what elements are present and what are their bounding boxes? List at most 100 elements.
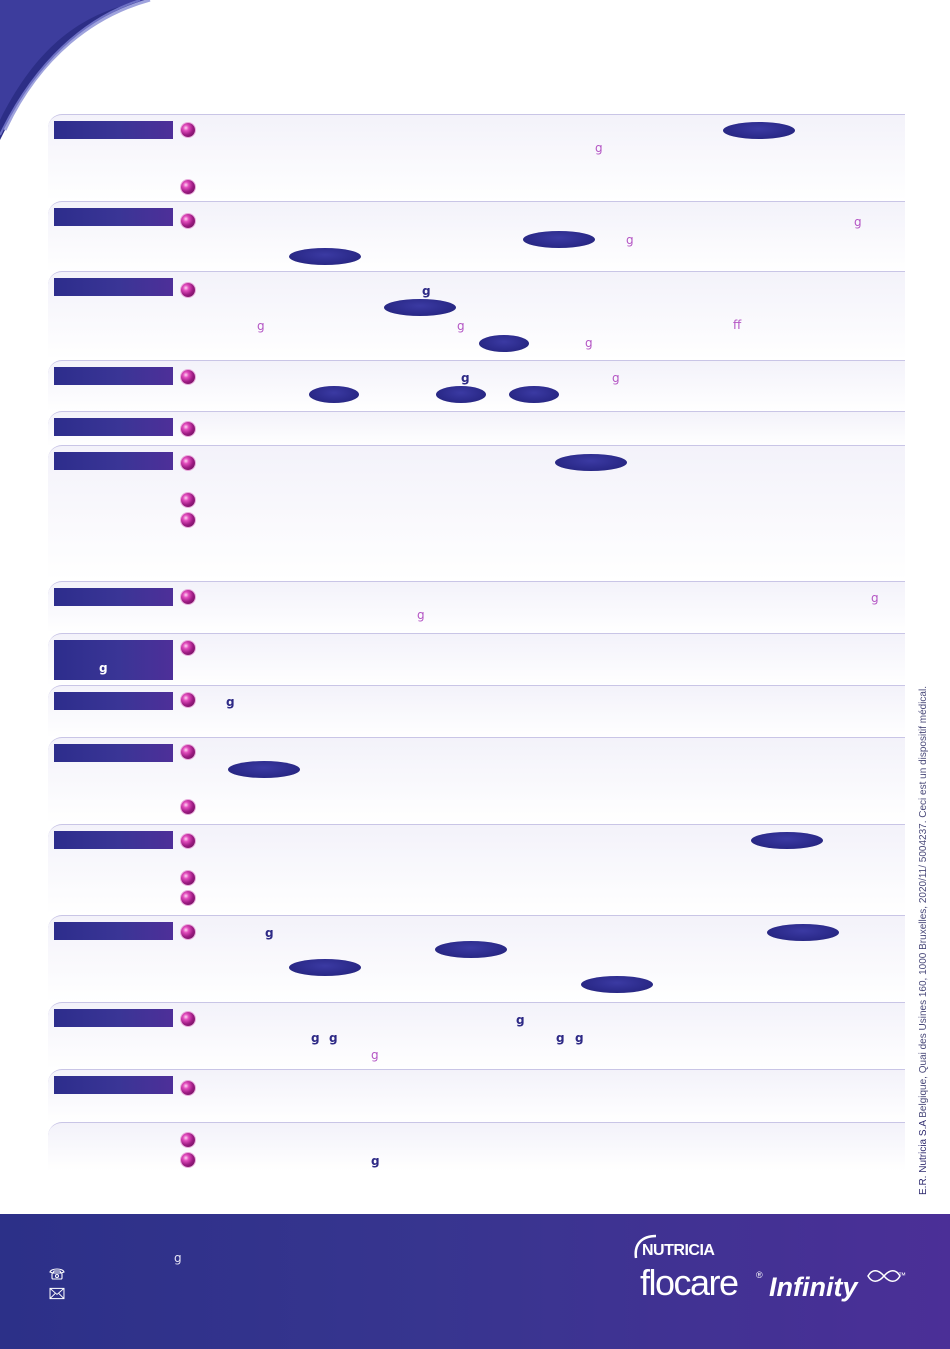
redacted-pill <box>289 959 361 976</box>
bullet-icon <box>181 422 195 436</box>
glyph-text: g <box>265 926 274 940</box>
section-label-box <box>54 692 173 710</box>
section-label-box <box>54 1076 173 1094</box>
section-4 <box>48 360 905 411</box>
glyph-text: g <box>585 336 593 350</box>
redacted-pill <box>581 976 653 993</box>
section-label-box <box>54 831 173 849</box>
section-8 <box>48 633 905 686</box>
bullet-icon <box>181 745 195 759</box>
glyph-text: g <box>174 1251 182 1265</box>
section-label-box <box>54 208 173 226</box>
redacted-pill <box>309 386 359 403</box>
section-2 <box>48 201 905 272</box>
redacted-pill <box>767 924 839 941</box>
section-10 <box>48 737 905 824</box>
bullet-icon <box>181 834 195 848</box>
bullet-icon <box>181 1153 195 1167</box>
section-13 <box>48 1002 905 1069</box>
bullet-icon <box>181 1133 195 1147</box>
redacted-pill <box>436 386 486 403</box>
bullet-icon <box>181 493 195 507</box>
section-3 <box>48 271 905 360</box>
glyph-text: ff <box>733 318 742 332</box>
infinity-swoosh-icon <box>867 1270 901 1282</box>
corner-swoosh-decoration <box>0 0 151 140</box>
glyph-text: g <box>422 284 431 298</box>
glyph-text: g <box>575 1031 584 1045</box>
glyph-text: g <box>457 319 465 333</box>
glyph-text: g <box>226 695 235 709</box>
section-label-box <box>54 1009 173 1027</box>
bullet-icon <box>181 1081 195 1095</box>
section-6 <box>48 445 905 581</box>
section-label-box <box>54 640 173 680</box>
infinity-logo-text: Infinity <box>769 1272 858 1302</box>
glyph-text: g <box>595 141 603 155</box>
glyph-text: g <box>311 1031 320 1045</box>
section-label-box <box>54 121 173 139</box>
redacted-pill <box>384 299 456 316</box>
redacted-pill <box>751 832 823 849</box>
redacted-pill <box>228 761 300 778</box>
bullet-icon <box>181 800 195 814</box>
section-15 <box>48 1122 905 1171</box>
phone-icon <box>49 1268 65 1280</box>
bullet-icon <box>181 590 195 604</box>
footer-band <box>0 1214 950 1349</box>
bullet-icon <box>181 370 195 384</box>
bullet-icon <box>181 1012 195 1026</box>
bullet-icon <box>181 456 195 470</box>
section-7 <box>48 581 905 633</box>
legal-note-vertical: E.R. Nutricia S.A Belgique, Quai des Usi… <box>918 686 929 1195</box>
redacted-pill <box>479 335 529 352</box>
legal-note-publisher: E.R. Nutricia S.A <box>918 1120 929 1195</box>
glyph-text: g <box>461 371 470 385</box>
bullet-icon <box>181 180 195 194</box>
redacted-pill <box>555 454 627 471</box>
glyph-text: g <box>371 1048 379 1062</box>
section-label-box <box>54 452 173 470</box>
redacted-pill <box>289 248 361 265</box>
section-label-box <box>54 922 173 940</box>
section-label-box <box>54 367 173 385</box>
section-label-box <box>54 278 173 296</box>
bullet-icon <box>181 871 195 885</box>
glyph-text: g <box>556 1031 565 1045</box>
glyph-text: g <box>612 371 620 385</box>
glyph-text: g <box>329 1031 338 1045</box>
trademark-mark: ™ <box>898 1271 906 1280</box>
redacted-pill <box>723 122 795 139</box>
nutricia-logo-text: NUTRICIA <box>642 1242 715 1259</box>
bullet-icon <box>181 641 195 655</box>
flocare-logo-text: flocare <box>640 1262 739 1303</box>
bullet-icon <box>181 925 195 939</box>
glyph-text: g <box>257 319 265 333</box>
redacted-pill <box>435 941 507 958</box>
redacted-pill <box>523 231 595 248</box>
section-9 <box>48 685 905 738</box>
bullet-icon <box>181 283 195 297</box>
glyph-text: g <box>626 233 634 247</box>
nutricia-logo-arc <box>634 1234 657 1259</box>
bullet-icon <box>181 123 195 137</box>
glyph-text: g <box>854 215 862 229</box>
section-label-box <box>54 418 173 436</box>
legal-note-details: Belgique, Quai des Usines 160, 1000 Brux… <box>918 686 929 1121</box>
bullet-icon <box>181 513 195 527</box>
glyph-text: g <box>99 661 108 675</box>
registered-mark: ® <box>756 1270 763 1280</box>
bullet-icon <box>181 891 195 905</box>
section-label-box <box>54 744 173 762</box>
glyph-text: g <box>371 1154 380 1168</box>
glyph-text: g <box>871 591 879 605</box>
section-label-box <box>54 588 173 606</box>
section-14 <box>48 1069 905 1122</box>
bullet-icon <box>181 693 195 707</box>
redacted-pill <box>509 386 559 403</box>
mail-icon <box>49 1287 65 1300</box>
bullet-icon <box>181 214 195 228</box>
glyph-text: g <box>417 608 425 622</box>
glyph-text: g <box>516 1013 525 1027</box>
section-5 <box>48 411 905 446</box>
